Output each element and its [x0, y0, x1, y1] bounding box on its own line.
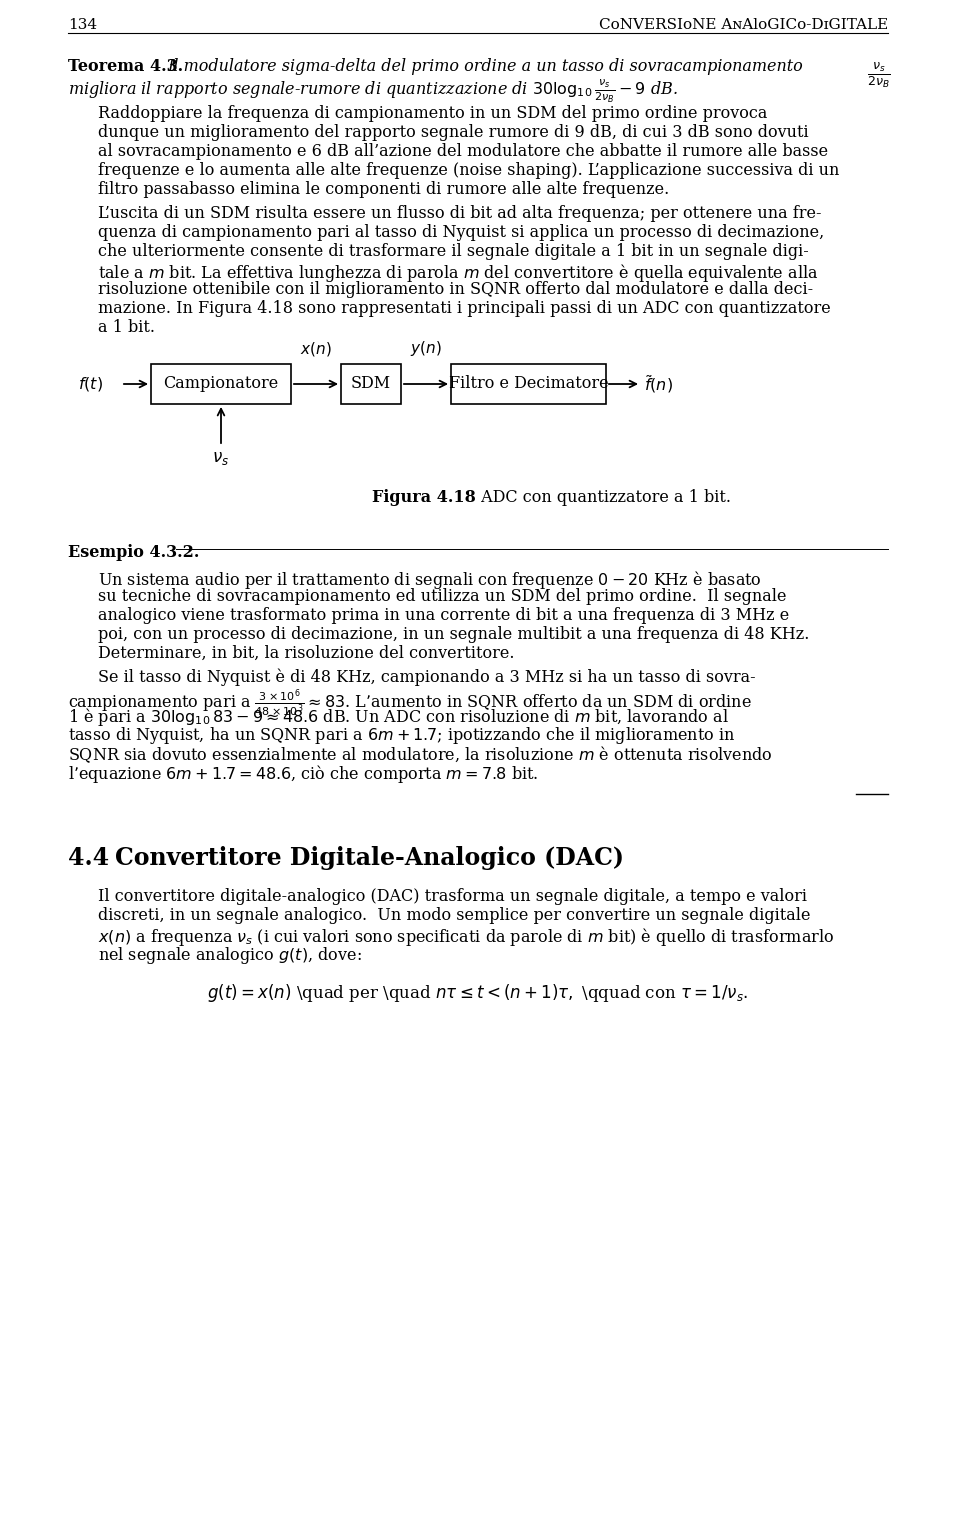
Text: $\frac{\nu_s}{2\nu_B}$: $\frac{\nu_s}{2\nu_B}$: [867, 60, 890, 90]
Text: SDM: SDM: [351, 376, 391, 392]
Text: Teorema 4.3.: Teorema 4.3.: [68, 58, 183, 75]
Text: Campionatore: Campionatore: [163, 376, 278, 392]
Text: Convertitore Digitale-Analogico (DAC): Convertitore Digitale-Analogico (DAC): [115, 846, 624, 870]
Text: SQNR sia dovuto essenzialmente al modulatore, la risoluzione $m$ è ottenuta riso: SQNR sia dovuto essenzialmente al modula…: [68, 744, 773, 765]
Text: $\nu_s$: $\nu_s$: [212, 450, 229, 467]
Text: CᴏNVERSIᴏNE AɴAlᴏGICᴏ-DɪGITALE: CᴏNVERSIᴏNE AɴAlᴏGICᴏ-DɪGITALE: [599, 18, 888, 32]
Text: frequenze e lo aumenta alle alte frequenze (noise shaping). L’applicazione succe: frequenze e lo aumenta alle alte frequen…: [98, 162, 839, 179]
Text: risoluzione ottenibile con il miglioramento in SQNR offerto dal modulatore e dal: risoluzione ottenibile con il migliorame…: [98, 281, 813, 298]
Text: Esempio 4.3.2.: Esempio 4.3.2.: [68, 544, 200, 560]
Text: L’uscita di un SDM risulta essere un flusso di bit ad alta frequenza; per ottene: L’uscita di un SDM risulta essere un flu…: [98, 205, 822, 221]
Bar: [451, 363, 606, 405]
Text: quenza di campionamento pari al tasso di Nyquist si applica un processo di decim: quenza di campionamento pari al tasso di…: [98, 224, 825, 241]
Bar: [151, 363, 291, 405]
Text: mazione. In Figura 4.18 sono rappresentati i principali passi di un ADC con quan: mazione. In Figura 4.18 sono rappresenta…: [98, 299, 830, 318]
Text: 1 è pari a $30\log_{10} 83 - 9 \approx 48.6$ dB. Un ADC con risoluzione di $m$ b: 1 è pari a $30\log_{10} 83 - 9 \approx 4…: [68, 705, 729, 728]
Text: Se il tasso di Nyquist è di 48 KHz, campionando a 3 MHz si ha un tasso di sovra-: Se il tasso di Nyquist è di 48 KHz, camp…: [98, 667, 756, 686]
Text: $f(t)$: $f(t)$: [78, 376, 103, 392]
Bar: [341, 363, 401, 405]
Text: al sovracampionamento e 6 dB all’azione del modulatore che abbatte il rumore all: al sovracampionamento e 6 dB all’azione …: [98, 144, 828, 160]
Text: nel segnale analogico $g(t)$, dove:: nel segnale analogico $g(t)$, dove:: [98, 945, 362, 967]
Text: $x(n)$: $x(n)$: [300, 341, 332, 357]
Text: Determinare, in bit, la risoluzione del convertitore.: Determinare, in bit, la risoluzione del …: [98, 644, 515, 663]
Text: $y(n)$: $y(n)$: [410, 339, 442, 357]
Text: $x(n)$ a frequenza $\nu_s$ (i cui valori sono specificati da parole di $m$ bit) : $x(n)$ a frequenza $\nu_s$ (i cui valori…: [98, 925, 834, 948]
Text: Il convertitore digitale-analogico (DAC) trasforma un segnale digitale, a tempo : Il convertitore digitale-analogico (DAC)…: [98, 889, 807, 906]
Text: migliora il rapporto segnale-rumore di quantizzazione di $30\log_{10}\frac{\nu_s: migliora il rapporto segnale-rumore di q…: [68, 78, 678, 105]
Text: Figura 4.18: Figura 4.18: [372, 489, 476, 505]
Text: tale a $m$ bit. La effettiva lunghezza di parola $m$ del convertitore è quella e: tale a $m$ bit. La effettiva lunghezza d…: [98, 263, 818, 284]
Text: filtro passabasso elimina le componenti di rumore alle alte frequenze.: filtro passabasso elimina le componenti …: [98, 182, 669, 199]
Text: $g(t) = x(n)$ \quad per \quad $n\tau \leq t < (n+1)\tau,$ \qquad con $\tau = 1/\: $g(t) = x(n)$ \quad per \quad $n\tau \le…: [207, 982, 749, 1003]
Text: a 1 bit.: a 1 bit.: [98, 319, 155, 336]
Text: Raddoppiare la frequenza di campionamento in un SDM del primo ordine provoca: Raddoppiare la frequenza di campionament…: [98, 105, 767, 122]
Text: Il modulatore sigma-delta del primo ordine a un tasso di sovracampionamento: Il modulatore sigma-delta del primo ordi…: [167, 58, 803, 75]
Text: 134: 134: [68, 18, 97, 32]
Text: che ulteriormente consente di trasformare il segnale digitale a 1 bit in un segn: che ulteriormente consente di trasformar…: [98, 243, 808, 260]
Text: $\tilde{f}(n)$: $\tilde{f}(n)$: [644, 373, 673, 395]
Text: discreti, in un segnale analogico.  Un modo semplice per convertire un segnale d: discreti, in un segnale analogico. Un mo…: [98, 907, 810, 924]
Text: l’equazione $6m + 1.7 = 48.6$, ciò che comporta $m = 7.8$ bit.: l’equazione $6m + 1.7 = 48.6$, ciò che c…: [68, 764, 539, 785]
Text: analogico viene trasformato prima in una corrente di bit a una frequenza di 3 MH: analogico viene trasformato prima in una…: [98, 608, 789, 625]
Text: su tecniche di sovracampionamento ed utilizza un SDM del primo ordine.  Il segna: su tecniche di sovracampionamento ed uti…: [98, 588, 786, 605]
Text: poi, con un processo di decimazione, in un segnale multibit a una frequenza di 4: poi, con un processo di decimazione, in …: [98, 626, 809, 643]
Text: campionamento pari a $\frac{3\times10^6}{48\times10^3} \approx 83$. L’aumento in: campionamento pari a $\frac{3\times10^6}…: [68, 687, 752, 719]
Text: 4.4: 4.4: [68, 846, 109, 870]
Text: dunque un miglioramento del rapporto segnale rumore di 9 dB, di cui 3 dB sono do: dunque un miglioramento del rapporto seg…: [98, 124, 808, 140]
Text: Un sistema audio per il trattamento di segnali con frequenze $0 - 20$ KHz è basa: Un sistema audio per il trattamento di s…: [98, 570, 762, 591]
Text: Filtro e Decimatore: Filtro e Decimatore: [448, 376, 609, 392]
Text: tasso di Nyquist, ha un SQNR pari a $6m + 1.7$; ipotizzando che il miglioramento: tasso di Nyquist, ha un SQNR pari a $6m …: [68, 725, 735, 747]
Text: ADC con quantizzatore a 1 bit.: ADC con quantizzatore a 1 bit.: [476, 489, 731, 505]
